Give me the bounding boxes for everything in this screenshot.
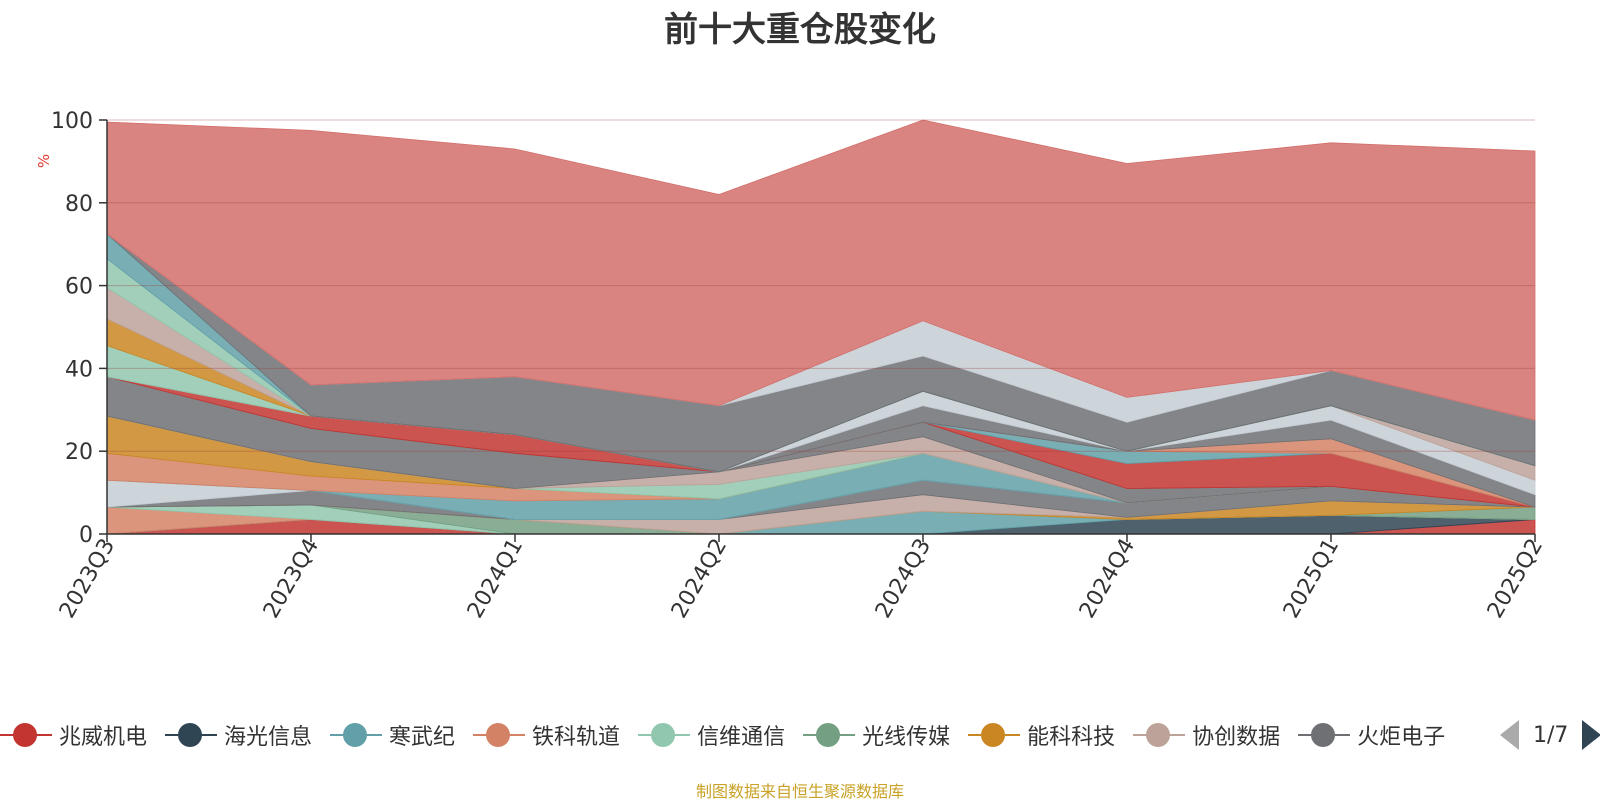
legend-marker-icon — [0, 722, 52, 748]
legend-marker-icon — [1298, 722, 1351, 748]
x-tick-label: 2025Q2 — [1483, 535, 1548, 623]
x-tick-label: 2023Q4 — [259, 535, 324, 623]
legend-item[interactable]: 兆威机电 — [0, 719, 147, 751]
legend-marker-icon — [165, 722, 218, 748]
y-tick-label: 60 — [65, 275, 93, 300]
legend-item[interactable]: 寒武纪 — [330, 719, 455, 751]
legend-next-page-button[interactable] — [1582, 720, 1600, 750]
legend-item[interactable]: 火炬电子 — [1298, 719, 1445, 751]
legend-marker-icon — [638, 722, 691, 748]
legend-label: 协创数据 — [1192, 725, 1281, 750]
legend-label: 寒武纪 — [389, 725, 456, 750]
legend-item[interactable]: 光线传媒 — [803, 719, 950, 751]
legend-marker-icon — [1133, 722, 1186, 748]
x-tick-label: 2024Q4 — [1075, 535, 1140, 623]
legend-label: 海光信息 — [224, 725, 313, 750]
legend-pager: 1/7 — [1500, 713, 1600, 757]
legend-page-indicator: 1/7 — [1533, 722, 1569, 748]
y-axis-unit-label: % — [35, 154, 53, 168]
legend-marker-icon — [968, 722, 1021, 748]
legend-item[interactable]: 信维通信 — [638, 719, 785, 751]
y-tick-label: 40 — [65, 357, 93, 382]
legend-marker-icon — [473, 722, 526, 748]
source-note: 制图数据来自恒生聚源数据库 — [695, 782, 904, 801]
y-tick-label: 20 — [65, 440, 93, 465]
chart-title: 前十大重仓股变化 — [664, 10, 936, 50]
legend-item[interactable]: 海光信息 — [165, 719, 312, 751]
legend-item[interactable]: 铁科轨道 — [473, 719, 620, 751]
legend-item[interactable]: 能科科技 — [968, 719, 1115, 751]
legend-row: 兆威机电 海光信息 寒武纪 铁科轨道 信维通信 光线传媒 能科科技 协创数据 火炬电子 — [0, 713, 1463, 757]
grid-layer — [107, 119, 1535, 452]
y-tick-label: 0 — [79, 523, 93, 548]
legend-label: 兆威机电 — [59, 725, 148, 750]
legend-label: 火炬电子 — [1357, 725, 1446, 750]
legend-label: 能科科技 — [1027, 725, 1116, 750]
area-layer — [106, 119, 1536, 535]
x-tick-label: 2025Q1 — [1279, 535, 1344, 623]
x-tick-label: 2024Q1 — [463, 535, 528, 623]
y-tick-label: 80 — [65, 192, 93, 217]
legend-label: 信维通信 — [697, 725, 786, 750]
legend-item[interactable]: 协创数据 — [1133, 719, 1280, 751]
legend-label: 光线传媒 — [862, 725, 951, 750]
legend-marker-icon — [803, 722, 856, 748]
x-tick-label: 2024Q2 — [667, 535, 732, 623]
y-tick-label: 100 — [51, 109, 93, 134]
legend-label: 铁科轨道 — [532, 725, 621, 750]
area-series-30 — [106, 119, 1536, 421]
legend-prev-page-button[interactable] — [1500, 720, 1519, 750]
legend: 兆威机电 海光信息 寒武纪 铁科轨道 信维通信 光线传媒 能科科技 协创数据 火炬电子 — [0, 713, 1482, 757]
x-tick-label: 2024Q3 — [871, 535, 936, 623]
legend-marker-icon — [330, 722, 383, 748]
